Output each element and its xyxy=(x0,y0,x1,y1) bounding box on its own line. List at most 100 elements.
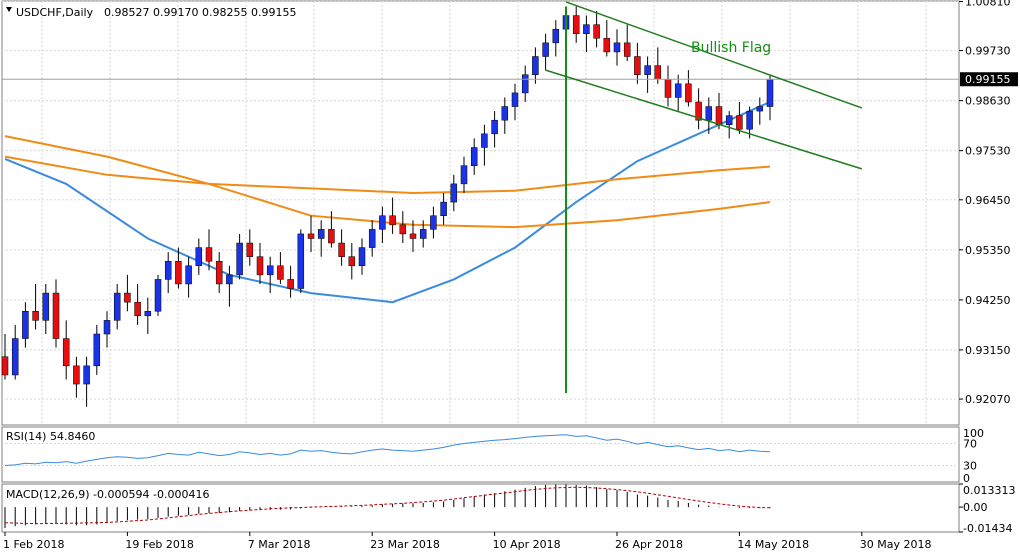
window-title: USDCHF,Daily xyxy=(16,6,94,19)
candle-body xyxy=(175,260,182,285)
price-panel[interactable] xyxy=(1,0,960,426)
candle-body xyxy=(11,338,19,376)
macd-indicator: 0.013313 0.00 -0.01434 xyxy=(4,483,1016,535)
price-tick-label: 0.95350 xyxy=(965,244,1011,257)
candle-body xyxy=(603,38,611,53)
time-tick-label: 1 Feb 2018 xyxy=(3,538,64,551)
candle-body xyxy=(685,83,692,103)
candle-body xyxy=(460,165,468,185)
moving-average-line xyxy=(4,101,771,304)
candle-body xyxy=(307,233,315,239)
rsi-axis-label: 70 xyxy=(963,438,977,451)
price-tick-label: 0.92070 xyxy=(965,393,1011,406)
candle-body xyxy=(83,365,90,385)
candle-body xyxy=(481,133,488,148)
bullish-flag-label: Bullish Flag xyxy=(691,40,771,56)
candle-body xyxy=(705,106,713,121)
candle-body xyxy=(22,311,29,339)
candle-body xyxy=(674,83,682,98)
time-axis: 1 Feb 2018 19 Feb 2018 7 Mar 2018 23 Mar 20… xyxy=(3,532,932,551)
price-tick-label: 0.97530 xyxy=(965,145,1011,158)
rsi-axis-label: 100 xyxy=(963,427,984,440)
candle-body xyxy=(297,233,305,289)
candle-body xyxy=(113,292,121,321)
candle-body xyxy=(623,42,631,57)
candle-body xyxy=(32,311,39,321)
price-tick-label: 0.93150 xyxy=(965,344,1011,357)
candle-body xyxy=(185,265,192,285)
macd-axis-label: 0.00 xyxy=(963,501,988,514)
candle-body xyxy=(154,279,162,312)
time-tick-label: 30 May 2018 xyxy=(860,538,932,551)
candle-body xyxy=(93,333,101,367)
flag-channel-line xyxy=(565,1,863,109)
ohlc-readout: 0.98527 0.99170 0.98255 0.99155 xyxy=(104,6,296,19)
candle-body xyxy=(287,279,294,289)
candle-body xyxy=(552,28,560,44)
candle-body xyxy=(440,201,447,216)
candlesticks xyxy=(1,6,959,407)
candle-body xyxy=(256,256,264,276)
time-tick-label: 26 Apr 2018 xyxy=(615,538,683,551)
candle-body xyxy=(511,92,519,107)
candle-body xyxy=(246,242,254,257)
candle-body xyxy=(317,229,325,239)
candle-body xyxy=(654,65,662,80)
current-price-text: 0.99155 xyxy=(965,73,1011,86)
price-tick-label: 0.99730 xyxy=(965,45,1011,58)
flag-channel-line xyxy=(545,69,863,170)
price-tick-label: 0.96450 xyxy=(965,194,1011,207)
moving-average-line xyxy=(4,155,771,195)
price-tick-label: 0.98630 xyxy=(965,95,1011,108)
price-tick-label: 0.94250 xyxy=(965,294,1011,307)
candle-body xyxy=(144,311,152,317)
candle-body xyxy=(664,78,672,98)
candle-body xyxy=(766,78,774,107)
candle-body xyxy=(470,147,478,166)
candle-body xyxy=(277,265,284,280)
candle-body xyxy=(1,356,9,376)
candle-body xyxy=(368,229,376,248)
candle-body xyxy=(226,274,233,285)
candle-body xyxy=(419,229,427,239)
candle-body xyxy=(266,265,274,276)
candle-body xyxy=(715,106,723,125)
symbol-dropdown-icon[interactable] xyxy=(6,7,12,12)
candle-body xyxy=(450,183,458,203)
candle-body xyxy=(593,24,600,39)
candle-body xyxy=(236,242,243,276)
candle-body xyxy=(379,215,386,230)
candle-body xyxy=(725,115,733,125)
rsi-panel[interactable] xyxy=(1,426,960,483)
time-tick-label: 10 Apr 2018 xyxy=(493,538,561,551)
candle-body xyxy=(42,292,50,321)
flag-annotations xyxy=(545,1,863,394)
time-tick-label: 19 Feb 2018 xyxy=(125,538,193,551)
time-tick-label: 23 Mar 2018 xyxy=(370,538,440,551)
candle-body xyxy=(124,292,131,303)
candle-body xyxy=(756,106,764,112)
price-tick-label: 1.00810 xyxy=(965,0,1011,8)
candle-body xyxy=(644,65,651,75)
candle-body xyxy=(215,260,223,285)
candle-body xyxy=(73,365,80,385)
candle-body xyxy=(338,242,345,257)
macd-axis-label: 0.013313 xyxy=(963,484,1016,497)
macd-panel[interactable] xyxy=(1,483,960,533)
time-tick-label: 7 Mar 2018 xyxy=(248,538,311,551)
candle-body xyxy=(399,224,407,235)
candle-body xyxy=(62,338,70,367)
candle-body xyxy=(542,42,549,57)
rsi-axis-label: 30 xyxy=(963,460,977,473)
candle-body xyxy=(328,229,335,244)
candle-body xyxy=(409,233,417,239)
candle-body xyxy=(358,247,366,267)
time-tick-label: 14 May 2018 xyxy=(737,538,809,551)
candle-body xyxy=(583,24,590,35)
candle-body xyxy=(103,320,111,335)
current-price-tag xyxy=(960,72,1018,87)
